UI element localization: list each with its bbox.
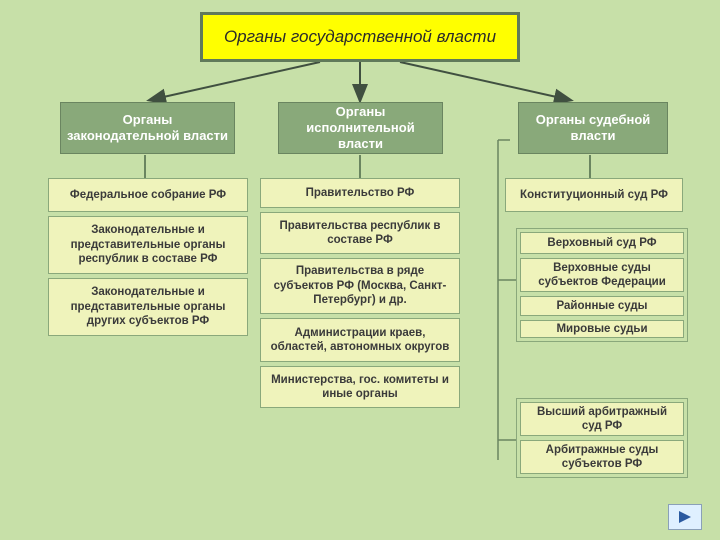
item-text: Высший арбитражный суд РФ (527, 405, 677, 434)
judicial-top-item: Конституционный суд РФ (505, 178, 683, 212)
branch-header-judicial: Органы судебной власти (518, 102, 668, 154)
diagram-title: Органы государственной власти (200, 12, 520, 62)
judicial-group2-item: Высший арбитражный суд РФ (520, 402, 684, 436)
item-text: Правительство РФ (306, 186, 415, 200)
branch-header-legislative: Органы законодательной власти (60, 102, 235, 154)
item-text: Арбитражные суды субъектов РФ (527, 443, 677, 472)
diagram-title-text: Органы государственной власти (224, 27, 496, 47)
executive-item: Администрации краев, областей, автономны… (260, 318, 460, 362)
item-text: Правительства республик в составе РФ (267, 219, 453, 248)
branch-header-executive-text: Органы исполнительной власти (283, 104, 438, 153)
item-text: Районные суды (557, 299, 648, 313)
judicial-group1-item: Верховные суды субъектов Федерации (520, 258, 684, 292)
item-text: Верховный суд РФ (547, 236, 656, 250)
item-text: Администрации краев, областей, автономны… (267, 326, 453, 355)
branch-header-judicial-text: Органы судебной власти (523, 112, 663, 145)
legislative-item: Законодательные и представительные орган… (48, 278, 248, 336)
executive-item: Правительства в ряде субъектов РФ (Москв… (260, 258, 460, 314)
judicial-group1-item: Мировые судьи (520, 320, 684, 338)
branch-header-legislative-text: Органы законодательной власти (65, 112, 230, 145)
executive-item: Правительство РФ (260, 178, 460, 208)
item-text: Федеральное собрание РФ (70, 188, 226, 202)
item-text: Министерства, гос. комитеты и иные орган… (267, 373, 453, 402)
item-text: Верховные суды субъектов Федерации (527, 261, 677, 290)
play-icon (677, 510, 693, 524)
item-text: Конституционный суд РФ (520, 188, 668, 202)
executive-item: Министерства, гос. комитеты и иные орган… (260, 366, 460, 408)
play-button[interactable] (668, 504, 702, 530)
judicial-group1-item: Верховный суд РФ (520, 232, 684, 254)
item-text: Законодательные и представительные орган… (55, 285, 241, 328)
item-text: Мировые судьи (556, 322, 647, 336)
legislative-item: Законодательные и представительные орган… (48, 216, 248, 274)
judicial-group1-item: Районные суды (520, 296, 684, 316)
item-text: Законодательные и представительные орган… (55, 223, 241, 266)
executive-item: Правительства республик в составе РФ (260, 212, 460, 254)
judicial-group2-item: Арбитражные суды субъектов РФ (520, 440, 684, 474)
legislative-item: Федеральное собрание РФ (48, 178, 248, 212)
item-text: Правительства в ряде субъектов РФ (Москв… (267, 264, 453, 307)
branch-header-executive: Органы исполнительной власти (278, 102, 443, 154)
